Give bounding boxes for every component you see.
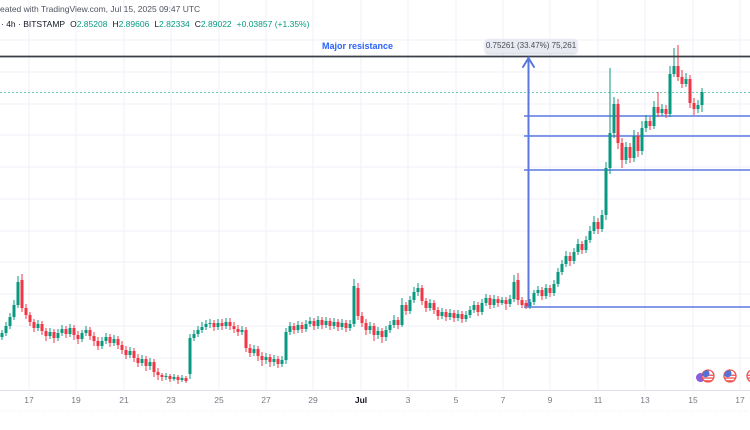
x-axis-tick-label: 21 <box>119 395 129 405</box>
attribution-text: eated with TradingView.com, Jul 15, 2025… <box>0 4 201 14</box>
symbol-ohlc-readout: · 4h · BITSTAMP O2.85208 H2.89606 L2.82334 C… <box>1 19 309 29</box>
price-range-measure-badge[interactable]: 0.75261 (33.47%) 75,261 <box>485 39 577 53</box>
x-axis-tick-label: 3 <box>406 395 411 405</box>
price-range-measure-arrow[interactable] <box>522 56 535 307</box>
us-flag-icon-partial <box>746 370 750 382</box>
change-value: +0.03857 (+1.35%) <box>236 19 310 29</box>
open-value: 2.85208 <box>76 19 108 29</box>
low-label: L <box>154 19 160 29</box>
x-axis-tick-label: 25 <box>214 395 224 405</box>
x-axis-tick-label: 19 <box>71 395 81 405</box>
x-axis-tick-label: 7 <box>501 395 506 405</box>
x-axis-tick-label: 13 <box>640 395 650 405</box>
high-value: 2.89606 <box>118 19 150 29</box>
x-axis-tick-label: 17 <box>24 395 34 405</box>
x-axis-tick-label: 11 <box>594 395 603 405</box>
grid-layer <box>0 0 750 390</box>
us-flag-icon <box>701 369 715 383</box>
x-axis-tick-label: 27 <box>261 395 271 405</box>
sticker-icons <box>696 369 750 383</box>
x-axis-tick-label: 29 <box>308 395 318 405</box>
x-axis-tick-label: 9 <box>548 395 553 405</box>
close-value: 2.89022 <box>200 19 232 29</box>
symbol-timeframe-exchange: · 4h · BITSTAMP <box>1 19 66 29</box>
low-value: 2.82334 <box>159 19 190 29</box>
close-label: C <box>194 19 201 29</box>
x-axis-tick-label: 5 <box>454 395 459 405</box>
x-axis-tick-label: 17 <box>735 395 745 405</box>
x-axis-tick-label: 23 <box>166 395 176 405</box>
candlestick-layer[interactable] <box>0 45 704 384</box>
x-axis[interactable]: 17 19 21 23 25 27 29 Jul 3 5 7 9 11 13 15 17 <box>0 390 750 412</box>
x-axis-tick-label: Jul <box>355 395 367 405</box>
major-resistance-label[interactable]: Major resistance <box>322 41 394 51</box>
us-flag-icon <box>723 369 737 383</box>
x-axis-tick-label: 15 <box>688 395 698 405</box>
open-label: O <box>70 19 77 29</box>
high-label: H <box>112 19 119 29</box>
